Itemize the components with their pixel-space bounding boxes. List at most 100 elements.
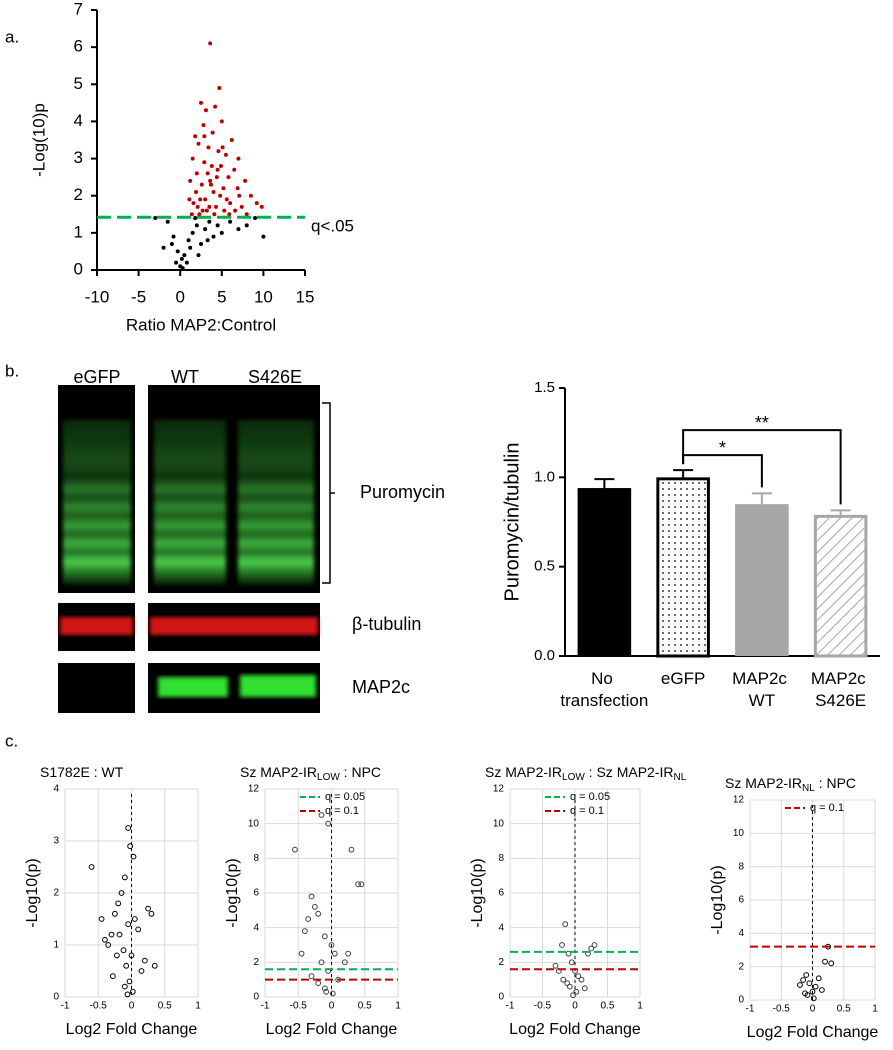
- bar: [577, 488, 632, 656]
- y-axis-label: -Log(10)p: [29, 103, 48, 177]
- point: [120, 947, 127, 954]
- x-tick-label: -5: [131, 287, 146, 306]
- x-tick-label: -1: [746, 1004, 755, 1015]
- point: [174, 260, 179, 265]
- point: [315, 980, 322, 987]
- point: [190, 230, 195, 235]
- point: [232, 167, 237, 172]
- panel-label: b.: [5, 361, 19, 380]
- x-tick-label: 1: [872, 1004, 878, 1015]
- point: [254, 201, 259, 206]
- y-tick-label: 3: [53, 836, 59, 847]
- y-tick-label: 6: [253, 888, 259, 899]
- title-part: NL: [673, 772, 686, 783]
- y-tick-label: 0.0: [534, 647, 555, 664]
- point: [130, 853, 137, 860]
- point: [292, 846, 298, 853]
- y-tick-label: 6: [738, 895, 744, 906]
- y-tick-label: 0: [498, 992, 504, 1003]
- x-tick-label: MAP2c WT: [732, 669, 792, 710]
- bar: [813, 514, 868, 658]
- point: [818, 987, 825, 993]
- x-tick-label: 0.5: [158, 1001, 172, 1012]
- x-tick-label: 0: [175, 287, 184, 306]
- bracket: [322, 402, 335, 584]
- point: [188, 245, 193, 250]
- x-tick-label: 1: [395, 1001, 401, 1012]
- point: [237, 193, 242, 198]
- band-label: MAP2c: [352, 677, 410, 697]
- point: [207, 204, 212, 209]
- x-axis-label: Log2 Fold Change: [266, 1021, 398, 1038]
- point: [153, 216, 158, 220]
- point: [190, 156, 195, 161]
- point: [113, 952, 120, 959]
- point: [208, 182, 213, 187]
- point: [124, 991, 131, 998]
- point: [235, 186, 240, 191]
- x-tick-label: -0.5: [90, 1001, 108, 1012]
- y-tick-label: 0.5: [534, 558, 555, 575]
- point: [211, 190, 216, 194]
- point: [205, 238, 210, 243]
- point: [228, 201, 233, 206]
- point: [213, 104, 218, 109]
- point: [228, 219, 233, 224]
- x-tick-label: 0: [329, 1001, 335, 1012]
- legend-label: q = 0.05: [325, 791, 365, 803]
- blot-lane: [63, 420, 131, 585]
- x-tick-label: MAP2c S426E: [811, 669, 871, 710]
- legend-label: q = 0.1: [810, 802, 844, 814]
- point: [552, 962, 559, 969]
- point: [810, 995, 817, 1002]
- point: [203, 108, 208, 113]
- point: [141, 957, 148, 964]
- point: [244, 223, 249, 228]
- point: [578, 976, 585, 983]
- blot-panel: [58, 663, 135, 713]
- point: [224, 197, 229, 202]
- point: [218, 164, 223, 168]
- point: [253, 216, 258, 220]
- point: [191, 201, 196, 206]
- point: [573, 988, 580, 995]
- point: [358, 881, 365, 888]
- chart-title: Sz MAP2-IRLOW : Sz MAP2-IRNL: [485, 764, 687, 783]
- title-part: : NPC: [815, 775, 856, 791]
- point: [219, 119, 224, 124]
- point: [148, 910, 155, 917]
- point: [248, 193, 253, 198]
- y-tick-label: 12: [248, 784, 260, 795]
- point: [812, 983, 819, 990]
- lane-label: WT: [171, 367, 199, 387]
- point: [803, 972, 810, 978]
- y-tick-label: 7: [74, 0, 83, 18]
- point: [239, 204, 244, 209]
- point: [261, 234, 266, 239]
- y-axis-label: -Log10(p): [24, 858, 41, 927]
- point: [227, 212, 232, 217]
- x-tick-label: 0.5: [601, 1001, 615, 1012]
- x-axis-label: Log2 Fold Change: [66, 1021, 198, 1038]
- point: [203, 227, 208, 232]
- blot-lane: [238, 420, 314, 585]
- point: [348, 846, 355, 853]
- point: [236, 227, 241, 232]
- point: [318, 812, 325, 818]
- point: [151, 962, 158, 969]
- point: [115, 900, 122, 907]
- point: [165, 219, 170, 224]
- y-tick-label: 2: [74, 185, 83, 204]
- point: [218, 193, 223, 198]
- point: [198, 197, 203, 202]
- point: [128, 952, 135, 959]
- point: [223, 152, 228, 157]
- y-tick-label: 2: [53, 888, 59, 899]
- point: [323, 988, 330, 995]
- x-tick-label: 0: [572, 1001, 578, 1012]
- point: [187, 197, 192, 202]
- point: [199, 242, 203, 246]
- band-label: Puromycin: [360, 482, 445, 502]
- point: [321, 985, 328, 992]
- point: [328, 942, 335, 948]
